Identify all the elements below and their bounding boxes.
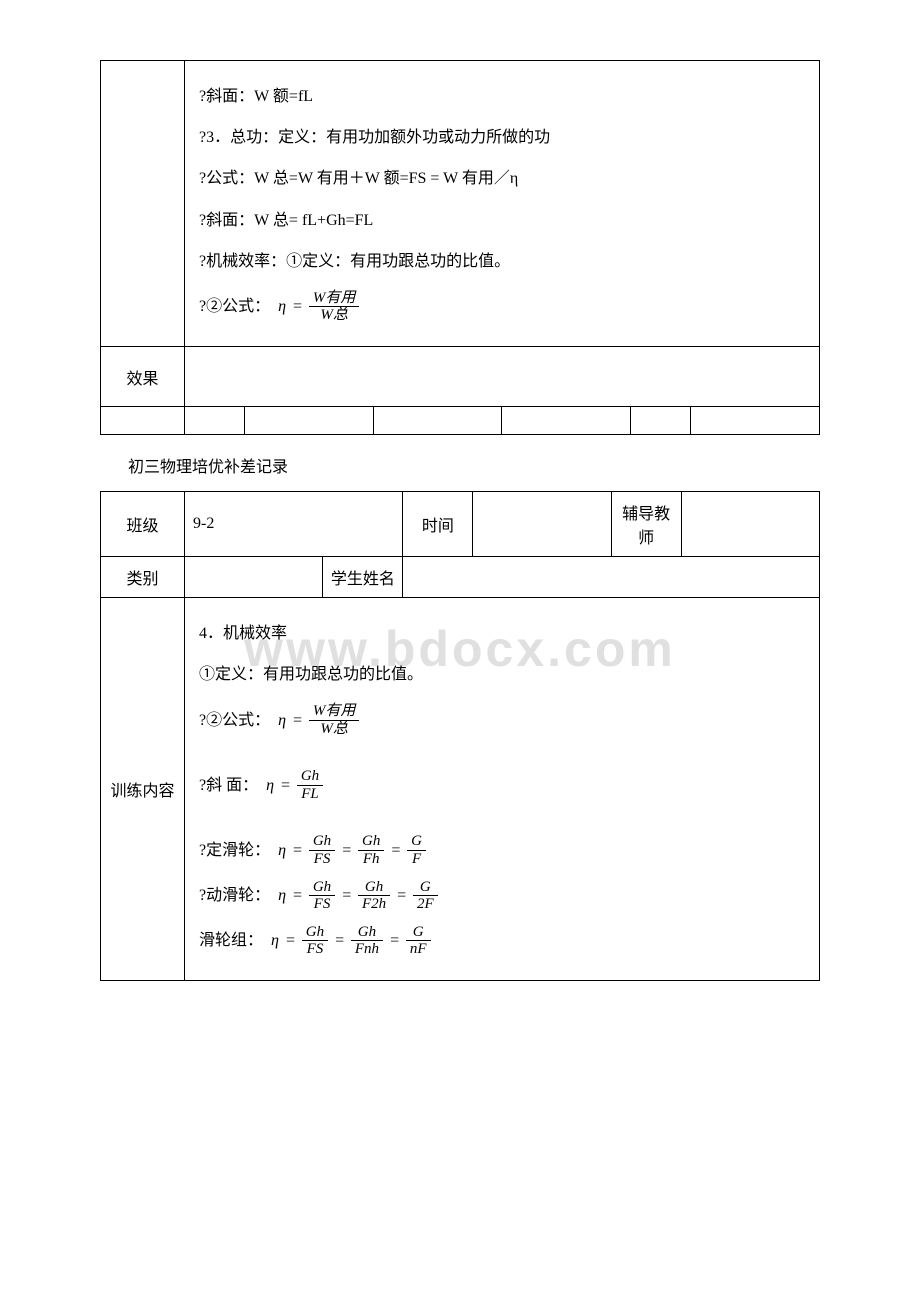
- subtitle: 初三物理培优补差记录: [128, 453, 820, 477]
- line-slope-extra: ?斜面：W 额=fL: [199, 79, 805, 114]
- teacher-value: [681, 492, 819, 557]
- footer-c4: [373, 407, 502, 435]
- effect-content: [185, 347, 820, 407]
- class-label: 班级: [101, 492, 185, 557]
- type-value: [185, 557, 323, 598]
- effect-label: 效果: [101, 347, 185, 407]
- time-label: 时间: [403, 492, 473, 557]
- training-content: 4．机械效率 ①定义：有用功跟总功的比值。 ?②公式： η = W有用 W总 ?…: [185, 598, 820, 981]
- table2-header-row: 班级 9-2 时间 辅导教师: [101, 492, 820, 557]
- t2-group-f2: Gh Fnh: [351, 924, 383, 958]
- table-1: ?斜面：W 额=fL ?3．总功：定义：有用功加额外功或动力所做的功 ?公式：W…: [100, 60, 820, 435]
- t2-formula-line-5: 滑轮组： η = Gh FS = Gh Fnh = G: [199, 923, 805, 958]
- table1-footer-row: [101, 407, 820, 435]
- t2-formula-line-1: ?②公式： η = W有用 W总: [199, 703, 805, 738]
- t2-frac-slope: Gh FL: [297, 768, 323, 802]
- t2-moving-f2: Gh F2h: [358, 879, 390, 913]
- t2-prefix-1: ?②公式：: [199, 703, 270, 738]
- t2-formula-line-3: ?定滑轮： η = Gh FS = Gh Fh = G: [199, 833, 805, 868]
- t2-frac-w: W有用 W总: [309, 703, 360, 737]
- t2-fixed-f3: G F: [407, 833, 426, 867]
- table2-row2: 类别 学生姓名: [101, 557, 820, 598]
- footer-c2: [185, 407, 245, 435]
- student-name-value: [403, 557, 820, 598]
- t2-prefix-3: ?定滑轮：: [199, 833, 270, 868]
- table2-training-row: 训练内容 4．机械效率 ①定义：有用功跟总功的比值。 ?②公式： η = W有用…: [101, 598, 820, 981]
- t2-formula-fixed: η = Gh FS = Gh Fh = G F: [278, 833, 426, 868]
- line-total-work-def: ?3．总功：定义：有用功加额外功或动力所做的功: [199, 120, 805, 155]
- t2-prefix-2: ?斜 面：: [199, 768, 258, 803]
- t2-formula-line-2: ?斜 面： η = Gh FL: [199, 768, 805, 803]
- line-efficiency-def: ?机械效率：①定义：有用功跟总功的比值。: [199, 244, 805, 279]
- t2-formula-eta-w: η = W有用 W总: [278, 703, 359, 738]
- type-label: 类别: [101, 557, 185, 598]
- t2-formula-line-4: ?动滑轮： η = Gh FS = Gh F2h = G: [199, 878, 805, 913]
- class-value: 9-2: [185, 492, 403, 557]
- formula-eta-w-1: η = W有用 W总: [278, 289, 359, 324]
- t2-group-f3: G nF: [406, 924, 431, 958]
- t2-fixed-f2: Gh Fh: [358, 833, 384, 867]
- footer-c7: [691, 407, 820, 435]
- t2-group-f1: Gh FS: [302, 924, 328, 958]
- t2-moving-f3: G 2F: [413, 879, 438, 913]
- t2-line2: ①定义：有用功跟总功的比值。: [199, 657, 805, 692]
- line-total-work-formula: ?公式：W 总=W 有用＋W 额=FS = W 有用／η: [199, 161, 805, 196]
- table-2: 班级 9-2 时间 辅导教师 类别 学生姓名 训练内容 4．机械效率 ①定义：有…: [100, 491, 820, 981]
- time-value: [473, 492, 611, 557]
- line-slope-total: ?斜面：W 总= fL+Gh=FL: [199, 203, 805, 238]
- training-label: 训练内容: [101, 598, 185, 981]
- student-name-label: 学生姓名: [323, 557, 403, 598]
- table1-content-cell: ?斜面：W 额=fL ?3．总功：定义：有用功加额外功或动力所做的功 ?公式：W…: [185, 61, 820, 347]
- footer-c1: [101, 407, 185, 435]
- footer-c6: [631, 407, 691, 435]
- teacher-label: 辅导教师: [611, 492, 681, 557]
- footer-c5: [502, 407, 631, 435]
- t2-prefix-4: ?动滑轮：: [199, 878, 270, 913]
- formula-prefix-1: ?②公式：: [199, 289, 270, 324]
- t2-moving-f1: Gh FS: [309, 879, 335, 913]
- t2-formula-group: η = Gh FS = Gh Fnh = G nF: [271, 923, 431, 958]
- t2-fixed-f1: Gh FS: [309, 833, 335, 867]
- t2-formula-moving: η = Gh FS = Gh F2h = G 2F: [278, 878, 438, 913]
- fraction-w: W有用 W总: [309, 290, 360, 324]
- footer-c3: [245, 407, 374, 435]
- t2-line1: 4．机械效率: [199, 616, 805, 651]
- t2-formula-slope: η = Gh FL: [266, 768, 323, 803]
- t2-prefix-5: 滑轮组：: [199, 923, 263, 958]
- formula-line-1: ?②公式： η = W有用 W总: [199, 289, 805, 324]
- table1-left-empty: [101, 61, 185, 347]
